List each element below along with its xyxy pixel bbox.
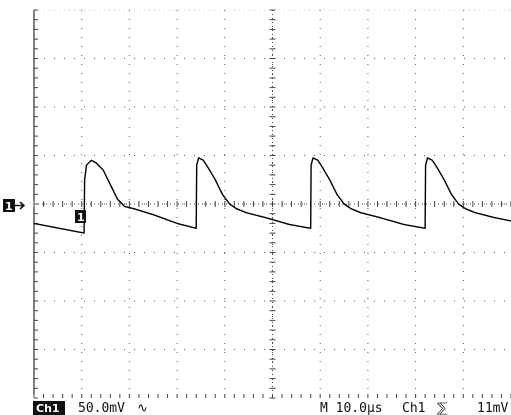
trigger-slope-icon: ⅀ (437, 401, 448, 415)
signal-trace-1 (33, 157, 511, 234)
channel-badge (33, 401, 65, 415)
graticule (33, 9, 511, 399)
timebase: M 10.0µs (320, 401, 383, 415)
channel-ground-marker-label: 1 (5, 200, 13, 213)
channel-scale: 50.0mV (78, 401, 125, 415)
trigger-point-marker-label: 1 (77, 211, 85, 224)
channel-label: Ch1 (36, 402, 60, 415)
coupling-icon: ∿ (137, 401, 148, 415)
arrow-right-icon (15, 201, 26, 210)
trace-layer (33, 157, 511, 234)
trigger-source: Ch1 (402, 401, 425, 415)
trigger-level: 11mV (477, 401, 508, 415)
trigger-point-marker: 1 (75, 210, 86, 224)
channel-ground-marker: 1 (3, 199, 26, 213)
status-bar: Ch1 50.0mV ∿ M 10.0µs Ch1 ⅀ 11mV (33, 401, 508, 415)
